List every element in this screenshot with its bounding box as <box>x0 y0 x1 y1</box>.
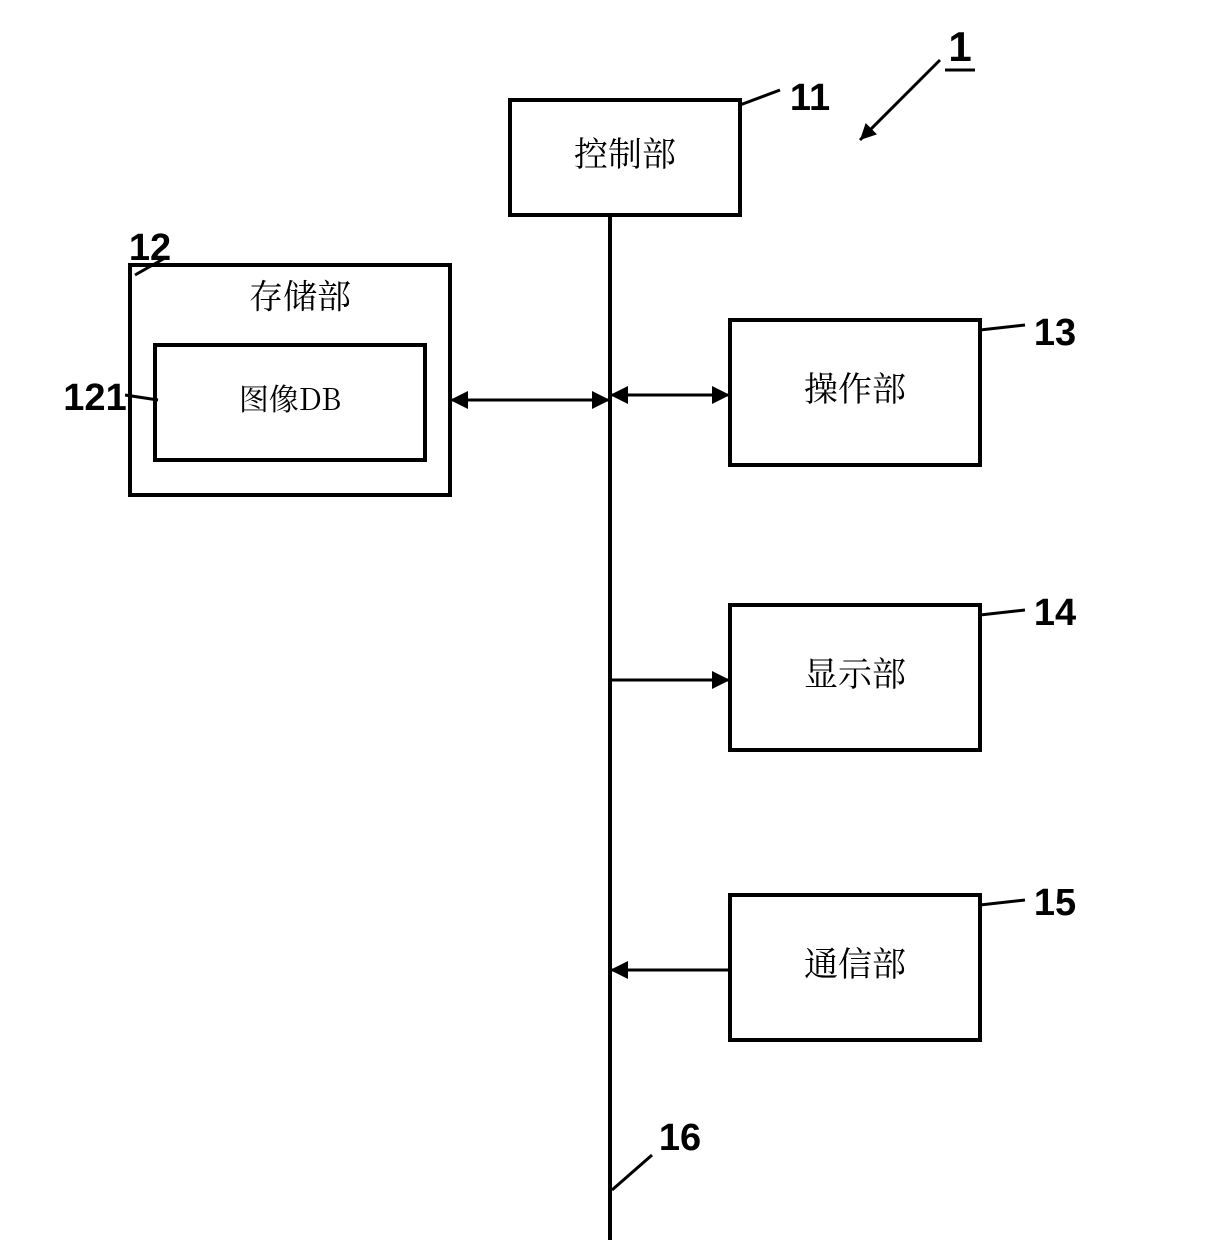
system-ref-leader <box>860 60 940 140</box>
node-storage-label: 存储部 <box>249 270 351 319</box>
node-storage-inner-label: 图像DB <box>239 375 341 419</box>
node-op-ref: 13 <box>1034 312 1076 354</box>
node-op-label: 操作部 <box>804 362 906 411</box>
bus-ref: 16 <box>659 1117 701 1159</box>
node-disp-ref: 14 <box>1034 592 1076 634</box>
system-ref: 1 <box>948 23 971 70</box>
node-storage-inner-ref: 121 <box>63 377 126 419</box>
node-storage-ref: 12 <box>129 227 171 269</box>
node-ctrl-label: 控制部 <box>574 127 676 176</box>
node-comm-ref: 15 <box>1034 882 1076 924</box>
node-disp-label: 显示部 <box>804 647 906 696</box>
node-ctrl-ref: 11 <box>790 77 830 119</box>
node-comm-label: 通信部 <box>804 937 906 986</box>
